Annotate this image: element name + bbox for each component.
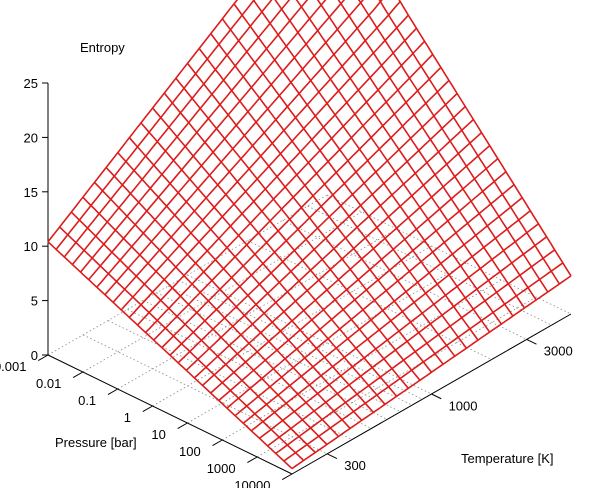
mesh-line-pressure <box>267 236 548 447</box>
grid-line-pressure <box>187 262 467 424</box>
tick-pressure <box>107 388 118 396</box>
tick-pressure <box>281 473 293 481</box>
tick-label-pressure: 10 <box>151 427 165 442</box>
axis-temperature <box>291 313 572 475</box>
mesh-line-temperature <box>337 0 537 301</box>
mesh-line-pressure <box>136 27 418 326</box>
grid-line-temperature <box>307 205 552 326</box>
tick-label-entropy: 20 <box>24 130 38 145</box>
surface-mesh <box>47 0 572 470</box>
mesh-line-pressure <box>210 144 491 394</box>
grid-line-temperature <box>178 279 423 400</box>
mesh-line-pressure <box>79 0 309 273</box>
tick-labels: 0.001 0.01 0.1 1 10 100 1000 10000 300 1000 3000 0 5… <box>0 76 573 488</box>
mesh-line-pressure <box>193 118 474 379</box>
mesh-line-pressure <box>112 0 383 303</box>
mesh-line-pressure <box>161 66 442 349</box>
y-axis-label: Temperature [K] <box>461 451 554 466</box>
tick-temperature <box>526 338 537 345</box>
mesh-line-pressure <box>153 53 434 341</box>
tick-label-entropy: 25 <box>24 76 38 91</box>
tick-pressure <box>177 422 188 430</box>
mesh-line-pressure <box>47 0 239 243</box>
z-axis-label: Entropy <box>80 40 125 55</box>
tick-label-entropy: 0 <box>31 348 38 363</box>
mesh-line-pressure <box>234 184 515 417</box>
tick-label-entropy: 15 <box>24 185 38 200</box>
tick-label-pressure: 0.01 <box>36 376 61 391</box>
mesh-line-pressure <box>291 275 572 470</box>
tick-label-pressure: 0.001 <box>0 359 26 374</box>
tick-label-temperature: 300 <box>344 458 366 473</box>
mesh-line-pressure <box>71 0 291 266</box>
axis-pressure <box>47 354 293 475</box>
tick-temperature <box>431 393 442 400</box>
tick-pressure <box>72 371 84 379</box>
mesh-line-pressure <box>242 197 523 424</box>
tick-label-pressure: 10000 <box>234 478 270 488</box>
mesh-line-pressure <box>55 0 256 250</box>
x-axis-label: Pressure [bar] <box>55 435 137 450</box>
grid-line-temperature <box>107 320 353 440</box>
mesh-line-pressure <box>185 105 466 371</box>
grid-line-temperature <box>167 285 413 406</box>
tick-temperature <box>326 453 338 460</box>
mesh-line-pressure <box>201 132 483 386</box>
mesh-line-pressure <box>218 157 499 402</box>
mesh-line-pressure <box>169 79 450 356</box>
axes <box>37 82 572 481</box>
mesh-line-pressure <box>96 0 346 288</box>
mesh-line-pressure <box>226 171 507 409</box>
mesh-line-pressure <box>283 262 564 462</box>
mesh-line-pressure <box>63 0 273 258</box>
tick-label-pressure: 100 <box>179 444 201 459</box>
tick-label-pressure: 0.1 <box>78 393 96 408</box>
mesh-line-pressure <box>88 0 327 281</box>
tick-pressure <box>247 456 258 464</box>
tick-label-entropy: 5 <box>31 294 38 309</box>
tick-label-temperature: 1000 <box>449 398 478 413</box>
tick-pressure <box>212 439 223 447</box>
grid-line-pressure <box>117 228 397 390</box>
tick-pressure <box>37 354 49 362</box>
grid-line-temperature <box>127 309 372 429</box>
mesh-line-pressure <box>259 223 539 439</box>
mesh-line-pressure <box>145 40 426 334</box>
mesh-line-pressure <box>128 14 409 318</box>
mesh-line-pressure <box>275 249 556 455</box>
grid-line-temperature <box>247 240 492 360</box>
tick-label-entropy: 10 <box>24 239 38 254</box>
mesh-line-pressure <box>250 210 531 432</box>
grid-line-temperature <box>82 334 328 455</box>
mesh-line-pressure <box>177 92 458 364</box>
mesh-line-temperature <box>378 0 561 285</box>
grid-line-temperature <box>143 300 388 420</box>
tick-pressure <box>142 405 153 413</box>
grid-line-temperature <box>187 274 432 395</box>
tick-label-pressure: 1000 <box>207 461 236 476</box>
tick-label-temperature: 3000 <box>544 344 573 359</box>
mesh-line-pressure <box>120 1 401 311</box>
tick-label-pressure: 1 <box>124 410 131 425</box>
mesh-line-pressure <box>104 0 364 296</box>
